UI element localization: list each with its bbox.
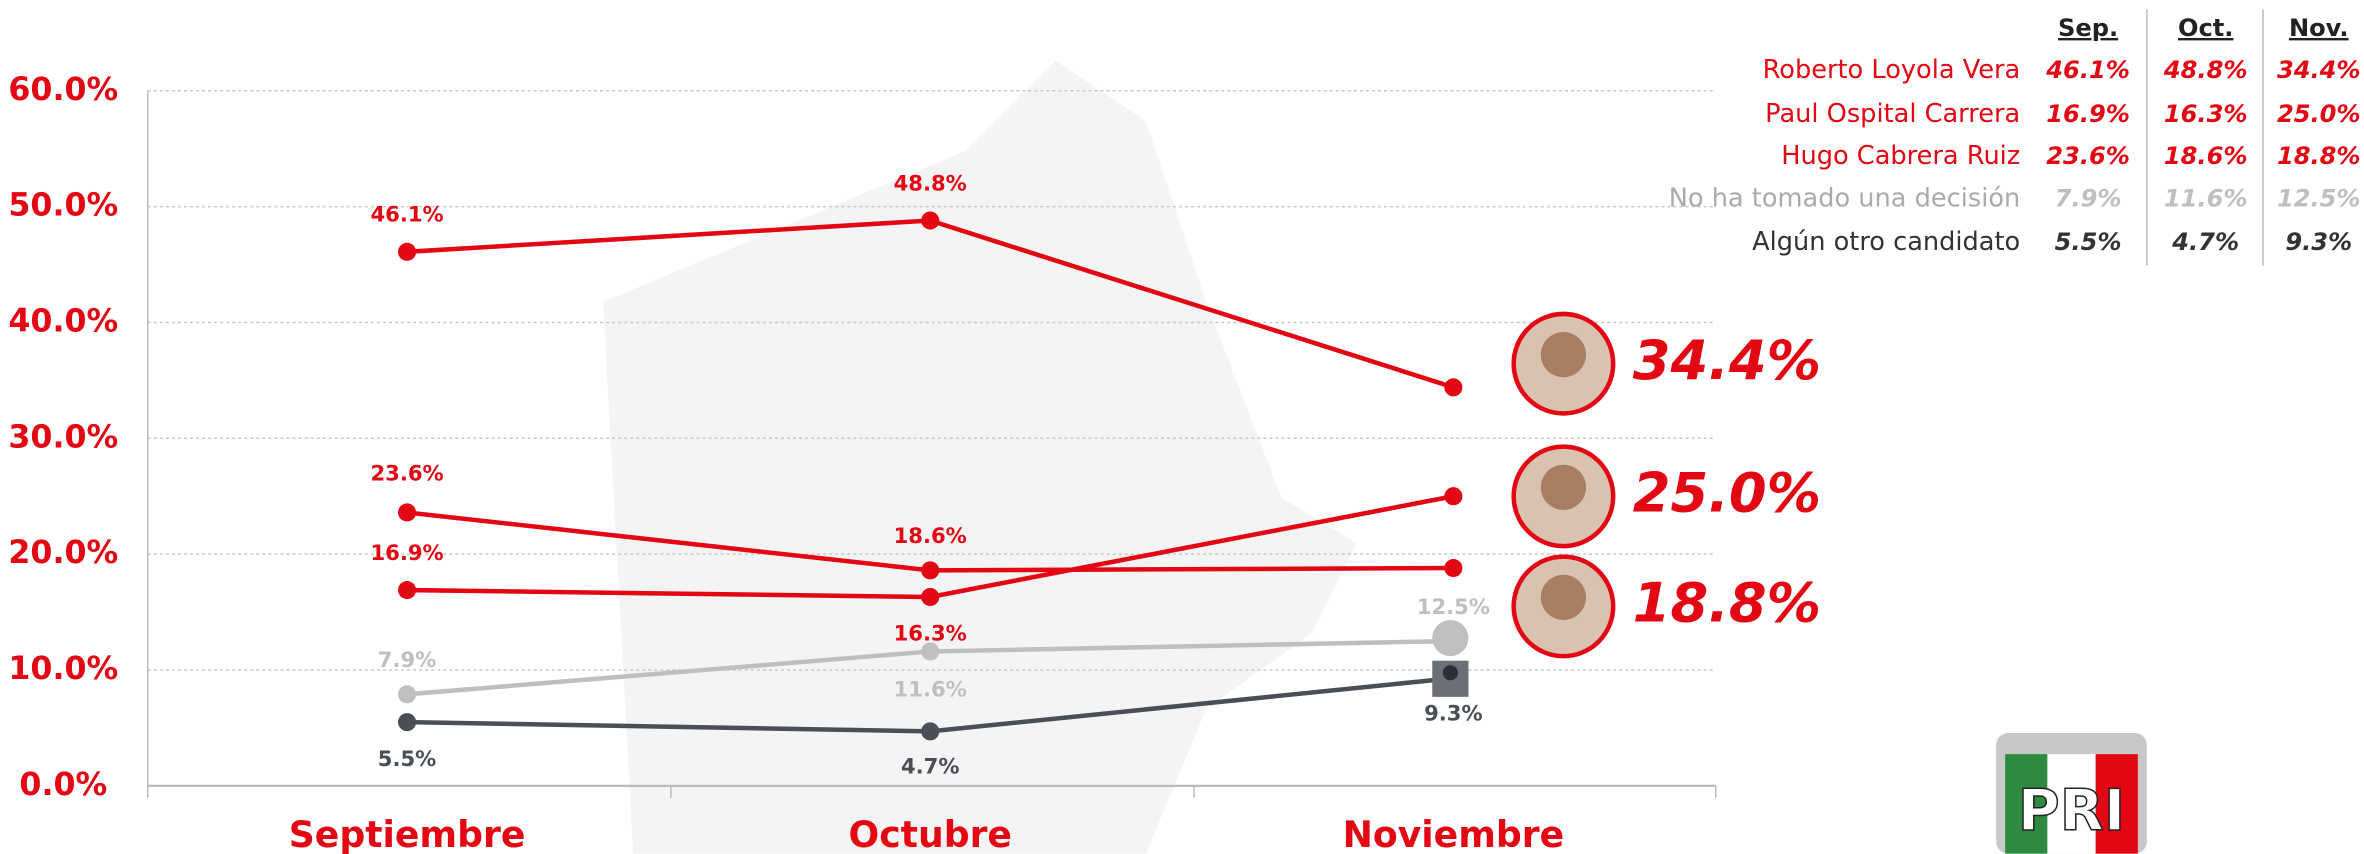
table-cell: 9.3% [2285,228,2352,256]
table-cell: 34.4% [2277,56,2361,84]
data-point [398,242,417,261]
x-tick-label: Noviembre [1343,813,1565,854]
value-label: 4.7% [901,754,960,779]
candidate-head [1540,332,1587,378]
value-label: 46.1% [370,202,443,227]
other-icon-head [1442,665,1458,681]
data-point [921,561,940,580]
y-tick-label: 30.0% [8,419,118,455]
undecided-icon [1432,619,1469,657]
y-tick-label: 0.0% [19,767,107,803]
value-label: 48.8% [894,170,967,195]
table-cell: 16.9% [2046,100,2130,128]
data-point [921,587,940,607]
logo-green [2005,754,2048,854]
table-header: Oct. [2178,14,2233,42]
value-label: 9.3% [1424,700,1483,725]
value-label: 23.6% [370,461,443,486]
table-header: Nov. [2289,14,2349,42]
table-row-name: Algún otro candidato [1752,227,2020,257]
table-row-name: No ha tomado una decisión [1669,183,2021,213]
table-cell: 46.1% [2045,56,2130,84]
data-point [398,503,417,522]
data-point [1444,559,1463,578]
value-label: 12.5% [1417,594,1490,619]
table-cell: 11.6% [2164,184,2248,212]
pri-logo: PRI [1996,733,2147,854]
table-row-name: Hugo Cabrera Ruiz [1781,141,2020,171]
value-label: 5.5% [378,746,437,771]
value-label: 16.3% [894,621,967,646]
data-point [1444,487,1463,506]
candidate-head [1540,464,1587,510]
y-tick-label: 50.0% [8,188,118,224]
end-value-label: 18.8% [1633,572,1821,635]
logo-white [2047,754,2096,854]
y-tick-label: 40.0% [8,303,118,339]
data-point [1444,378,1463,397]
logo-text: PRI [2018,777,2125,844]
data-point [398,713,417,732]
value-label: 16.9% [370,540,443,565]
table-cell: 18.6% [2164,142,2248,170]
end-value-label: 34.4% [1633,329,1821,392]
table-row-name: Roberto Loyola Vera [1763,55,2021,85]
end-value-label: 25.0% [1633,461,1821,524]
table-header: Sep. [2058,14,2118,42]
value-label: 11.6% [894,677,967,702]
x-tick-label: Octubre [848,813,1012,854]
table-cell: 16.3% [2164,100,2248,128]
value-label: 7.9% [378,647,437,672]
map-shape [603,60,1357,854]
table-cell: 23.6% [2046,142,2130,170]
x-tick-label: Septiembre [289,813,526,854]
table-cell: 5.5% [2055,228,2122,256]
table-cell: 4.7% [2171,228,2239,256]
data-point [921,642,940,661]
data-point [398,581,417,600]
data-point [921,722,940,741]
y-tick-label: 20.0% [8,535,118,571]
table-cell: 12.5% [2277,184,2361,212]
table-cell: 25.0% [2277,100,2361,128]
table-cell: 18.8% [2277,142,2361,170]
candidate-head [1540,574,1587,620]
y-tick-label: 60.0% [8,72,118,108]
table-row-name: Paul Ospital Carrera [1765,99,2020,129]
value-label: 18.6% [894,523,967,548]
data-point [921,211,940,230]
table-cell: 48.8% [2163,56,2248,84]
y-tick-label: 10.0% [8,651,118,687]
data-point [398,685,417,704]
table-cell: 7.9% [2055,184,2122,212]
logo-red [2095,754,2138,854]
